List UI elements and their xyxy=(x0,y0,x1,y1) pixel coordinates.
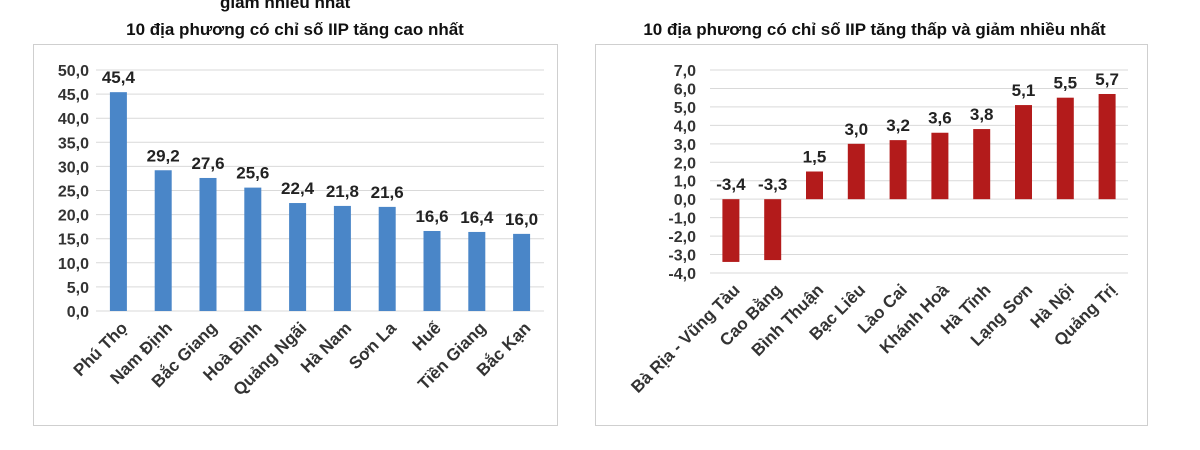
right-chart-bar xyxy=(764,199,782,261)
left-chart-data-label: 22,4 xyxy=(281,179,315,198)
right-chart-bar xyxy=(973,129,991,200)
right-chart-data-label: 5,5 xyxy=(1053,74,1077,93)
right-chart-y-tick-label: -1,0 xyxy=(668,211,696,228)
left-chart-bar xyxy=(109,92,127,311)
left-chart-category-label: Sơn La xyxy=(345,318,400,373)
left-chart-data-label: 21,8 xyxy=(326,182,359,201)
left-chart-y-tick-label: 0,0 xyxy=(67,304,89,321)
left-chart-bar xyxy=(333,205,351,311)
chart-title-left: 10 địa phương có chỉ số IIP tăng cao nhấ… xyxy=(126,20,464,39)
left-chart-y-tick-label: 40,0 xyxy=(58,111,89,128)
left-chart-data-label: 21,6 xyxy=(371,183,404,202)
left-chart-data-label: 45,4 xyxy=(102,68,136,87)
right-chart-y-tick-label: -4,0 xyxy=(668,266,696,283)
left-chart-y-tick-label: 5,0 xyxy=(67,280,89,297)
left-chart-category-label: Huế xyxy=(409,318,446,355)
right-chart-y-tick-label: 7,0 xyxy=(674,63,696,80)
right-chart-bar xyxy=(889,140,907,200)
right-chart-y-tick-label: 3,0 xyxy=(674,137,696,154)
left-chart-category-label: Hà Nam xyxy=(297,318,355,376)
right-chart-bar xyxy=(806,171,823,200)
right-chart-data-label: 3,2 xyxy=(886,116,910,135)
right-chart-y-tick-label: 0,0 xyxy=(674,192,696,209)
left-chart-y-tick-label: 20,0 xyxy=(58,208,89,225)
right-chart-bar xyxy=(722,199,740,262)
right-chart-bar xyxy=(847,143,865,200)
left-chart-bar xyxy=(513,233,531,311)
right-chart-y-tick-label: 1,0 xyxy=(674,174,696,191)
left-chart-data-label: 27,6 xyxy=(191,154,224,173)
right-chart-bar xyxy=(1098,93,1116,200)
left-chart-y-tick-label: 15,0 xyxy=(58,232,89,249)
left-chart-bar xyxy=(378,206,396,311)
chart-panel-left: 0,0 5,0 10,0 15,0 20,0 25,0 30,0 35,0 40,0 45,0 50… xyxy=(33,44,558,426)
left-chart-data-label: 25,6 xyxy=(236,164,269,183)
right-chart-data-label: 3,0 xyxy=(844,120,868,139)
left-chart-y-tick-label: 45,0 xyxy=(58,87,89,104)
right-chart-data-label: 5,7 xyxy=(1095,70,1119,89)
chart-title-right: 10 địa phương có chỉ số IIP tăng thấp và… xyxy=(643,20,1106,39)
right-chart-data-label: 3,8 xyxy=(970,105,994,124)
right-chart-data-label: 1,5 xyxy=(803,148,827,167)
left-chart-bar xyxy=(199,177,217,311)
left-chart-y-tick-label: 50,0 xyxy=(58,63,89,80)
left-chart-data-label: 16,0 xyxy=(505,210,538,229)
right-chart-data-label: 5,1 xyxy=(1012,81,1036,100)
right-chart-bar xyxy=(1056,97,1074,200)
left-chart-bar xyxy=(289,203,307,311)
left-chart-y-tick-label: 30,0 xyxy=(58,159,89,176)
right-chart-y-tick-label: 4,0 xyxy=(674,118,696,135)
left-chart-data-label: 16,6 xyxy=(415,207,448,226)
right-chart-data-label: 3,6 xyxy=(928,109,952,128)
chart-left-svg: 0,0 5,0 10,0 15,0 20,0 25,0 30,0 35,0 40,0 45,0 50… xyxy=(58,63,544,399)
right-chart-y-tick-label: 2,0 xyxy=(674,155,696,172)
left-chart-data-label: 29,2 xyxy=(147,146,180,165)
right-chart-y-tick-label: 5,0 xyxy=(674,100,696,117)
right-chart-bar xyxy=(931,132,949,200)
cropped-page-header: giảm nhiều nhất xyxy=(0,0,1200,12)
chart-panel-right: -4,0 -3,0 -2,0 -1,0 0,0 1,0 2,0 3,0 4,0 5,0 6,0 7,0… xyxy=(595,44,1148,426)
page-header-text: giảm nhiều nhất xyxy=(220,0,351,12)
right-chart-y-tick-label: 6,0 xyxy=(674,81,696,98)
right-chart-data-label: -3,4 xyxy=(716,175,746,194)
left-chart-y-tick-label: 35,0 xyxy=(58,135,89,152)
right-chart-y-tick-label: -2,0 xyxy=(668,229,696,246)
right-chart-y-tick-label: -3,0 xyxy=(668,248,696,265)
left-chart-y-tick-label: 10,0 xyxy=(58,256,89,273)
right-chart-bar xyxy=(1015,105,1032,200)
left-chart-y-tick-label: 25,0 xyxy=(58,184,89,201)
left-chart-bar xyxy=(244,187,262,311)
chart-right-svg: -4,0-3,0-2,0-1,00,01,02,03,04,05,06,07,0… xyxy=(627,63,1128,397)
left-chart-bar xyxy=(154,170,172,311)
left-chart-data-label: 16,4 xyxy=(460,208,494,227)
right-chart-data-label: -3,3 xyxy=(758,175,787,194)
left-chart-bar xyxy=(468,231,486,311)
left-chart-bar xyxy=(423,230,441,311)
